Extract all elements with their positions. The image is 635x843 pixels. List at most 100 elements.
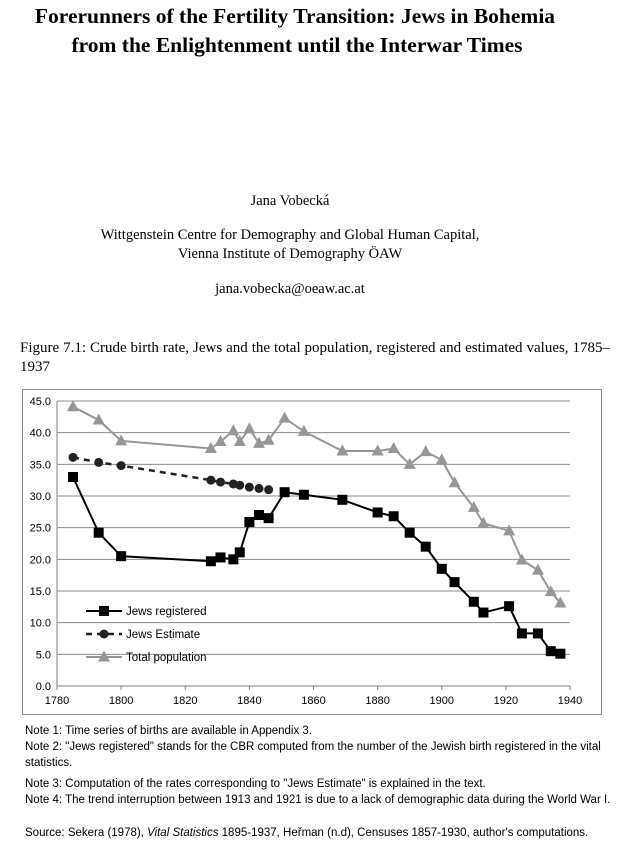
- data-point: [244, 516, 255, 527]
- series-line: [72, 456, 269, 491]
- figure-caption: Figure 7.1: Crude birth rate, Jews and t…: [20, 340, 610, 375]
- data-point: [228, 554, 239, 565]
- data-point: [216, 477, 226, 487]
- y-tick-label: 5.0: [36, 649, 51, 661]
- data-point: [448, 476, 461, 488]
- axes: [56, 401, 571, 690]
- x-tick-label: 1820: [173, 695, 197, 707]
- series-triangle: [67, 400, 567, 608]
- x-tick-labels: 1780 1800 1820 1840 1860 1880 1900 1920 1940: [45, 695, 582, 707]
- data-point: [298, 489, 309, 500]
- y-tick-label: 40.0: [30, 428, 51, 440]
- legend-label: Total population: [126, 652, 207, 664]
- data-point: [388, 511, 399, 522]
- legend-label: Jews Estimate: [126, 629, 200, 641]
- x-tick-label: 1920: [494, 695, 518, 707]
- data-series: [67, 400, 567, 659]
- data-point: [233, 435, 246, 447]
- y-tick-label: 25.0: [30, 523, 51, 535]
- author-email: jana.vobecka@oeaw.ac.at: [215, 281, 365, 297]
- chart-legend: Jews registered Jews Estimate Total popula…: [86, 606, 207, 664]
- legend-marker: [99, 606, 109, 616]
- data-point: [92, 413, 105, 425]
- data-point: [244, 482, 254, 492]
- data-point: [243, 422, 256, 434]
- data-point: [532, 628, 543, 639]
- data-point: [227, 424, 240, 436]
- y-tick-label: 30.0: [30, 491, 51, 503]
- y-tick-label: 15.0: [30, 586, 51, 598]
- note-3: Note 3: Computation of the rates corresp…: [25, 778, 486, 790]
- data-point: [115, 434, 128, 446]
- legend-marker: [98, 650, 110, 662]
- data-point: [68, 452, 78, 462]
- data-point: [554, 596, 567, 608]
- author-name: Jana Vobecká: [250, 193, 330, 209]
- legend-marker: [99, 629, 109, 639]
- series-square: [68, 472, 566, 659]
- data-point: [337, 494, 348, 505]
- data-point: [435, 453, 448, 465]
- data-point: [544, 585, 557, 597]
- data-point: [204, 442, 217, 453]
- data-point: [419, 445, 432, 457]
- data-point: [420, 541, 431, 552]
- data-point: [436, 563, 447, 574]
- note-2: Note 2: "Jews registered" stands for the…: [25, 741, 601, 769]
- data-point: [215, 552, 226, 563]
- chart-frame: [22, 389, 602, 715]
- data-point: [371, 444, 384, 456]
- x-tick-label: 1840: [237, 695, 261, 707]
- birth-rate-chart: 0.0 5.0 10.0 15.0 20.0 25.0 30.0 35.0 40.0 45.0 1…: [22, 389, 602, 715]
- legend-label: Jews registered: [126, 606, 207, 618]
- data-point: [254, 483, 264, 493]
- data-point: [555, 648, 566, 659]
- data-point: [252, 436, 265, 448]
- paper-title: Forerunners of the Fertility Transition:…: [0, 2, 590, 60]
- data-point: [545, 646, 556, 657]
- data-point: [116, 551, 127, 562]
- data-point: [477, 516, 490, 528]
- source-suffix: 1895-1937, Heřman (n.d), Censuses 1857-1…: [218, 827, 589, 839]
- data-point: [234, 547, 245, 558]
- x-tick-label: 1880: [365, 695, 389, 707]
- data-point: [253, 510, 264, 520]
- data-point: [515, 553, 528, 565]
- y-tick-label: 45.0: [30, 396, 51, 408]
- data-point: [467, 500, 480, 512]
- data-point: [297, 424, 310, 436]
- data-point: [116, 461, 126, 471]
- data-point: [278, 411, 291, 423]
- data-point: [206, 475, 216, 485]
- data-point: [279, 487, 290, 498]
- data-point: [68, 472, 79, 482]
- affiliation-line-1: Wittgenstein Centre for Demography and G…: [100, 227, 480, 243]
- y-tick-label: 20.0: [30, 554, 51, 566]
- data-point: [516, 628, 527, 639]
- data-point: [404, 527, 415, 538]
- title-line-2: from the Enlightenment until the Interwa…: [71, 33, 523, 57]
- data-point: [449, 577, 460, 588]
- data-point: [235, 480, 245, 490]
- x-tick-label: 1800: [109, 695, 133, 707]
- title-line-1: Forerunners of the Fertility Transition:…: [34, 4, 556, 28]
- y-tick-label: 0.0: [36, 681, 51, 693]
- source-prefix: Source: Sekera (1978),: [25, 827, 148, 839]
- y-tick-label: 10.0: [30, 618, 51, 630]
- data-point: [504, 601, 515, 612]
- x-tick-label: 1940: [558, 695, 582, 707]
- affiliation-line-2: Vienna Institute of Demography ÖAW: [177, 246, 403, 262]
- data-point: [336, 444, 349, 456]
- x-tick-label: 1860: [301, 695, 325, 707]
- data-point: [262, 433, 275, 445]
- x-tick-label: 1780: [45, 695, 69, 707]
- data-point: [67, 400, 80, 412]
- note-1: Note 1: Time series of births are availa…: [25, 725, 313, 737]
- x-tick-label: 1900: [430, 695, 454, 707]
- data-point: [531, 563, 544, 575]
- y-tick-labels: 0.0 5.0 10.0 15.0 20.0 25.0 30.0 35.0 40.0 45.0: [30, 396, 51, 693]
- data-point: [478, 607, 489, 618]
- data-point: [205, 556, 216, 567]
- data-point: [264, 485, 274, 495]
- source-line: Source: Sekera (1978), Vital Statistics …: [25, 826, 625, 842]
